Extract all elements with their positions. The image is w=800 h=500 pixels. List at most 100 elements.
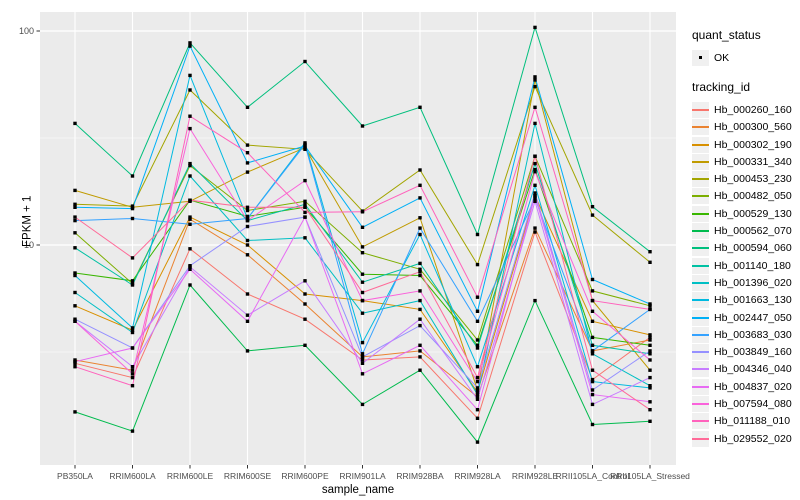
data-point	[648, 333, 652, 337]
data-point	[590, 349, 595, 353]
legend-item: Hb_029552_020	[692, 430, 798, 447]
data-point	[245, 243, 250, 247]
data-point	[73, 290, 77, 295]
data-point	[533, 105, 537, 109]
data-point	[73, 304, 77, 308]
data-point	[245, 319, 250, 323]
data-point	[245, 161, 250, 165]
x-tick-label: PB350LA	[57, 471, 93, 481]
data-point	[130, 330, 135, 335]
data-point	[360, 340, 365, 345]
legend-key	[692, 205, 709, 222]
data-point	[418, 226, 422, 230]
data-point	[303, 343, 307, 347]
data-point	[648, 338, 652, 342]
data-point	[130, 368, 135, 372]
data-point	[130, 429, 135, 433]
data-point	[590, 309, 595, 313]
data-point	[245, 253, 250, 257]
data-point	[533, 230, 537, 234]
data-point	[475, 309, 480, 313]
legend-item-label: OK	[714, 51, 730, 64]
data-point	[303, 210, 307, 215]
data-point	[188, 161, 192, 166]
data-point	[73, 246, 77, 250]
legend-item-label: Hb_004837_020	[714, 380, 792, 393]
data-point	[648, 408, 652, 412]
data-point	[418, 270, 422, 274]
data-point	[245, 349, 250, 353]
legend-line-swatch	[692, 264, 709, 267]
data-point	[245, 151, 250, 155]
legend-key	[692, 430, 709, 447]
data-point	[648, 352, 652, 356]
data-point	[418, 168, 422, 172]
legend-key	[692, 49, 709, 66]
legend-item: Hb_000594_060	[692, 240, 798, 257]
data-point	[245, 224, 250, 229]
data-point	[73, 231, 77, 235]
legend-item: Hb_001663_130	[692, 292, 798, 309]
legend-tracking-id-items: Hb_000260_160 Hb_000300_560 Hb_000302_190 H…	[692, 101, 798, 447]
data-point	[418, 317, 422, 321]
legend-line-swatch	[692, 247, 709, 250]
data-point	[130, 346, 135, 350]
legend-line-swatch	[692, 212, 709, 215]
legend-item-label: Hb_000331_340	[714, 155, 792, 168]
data-point	[533, 196, 537, 201]
x-tick-label: RRIM600LA	[109, 471, 156, 481]
data-point	[245, 313, 250, 317]
data-point	[533, 226, 537, 230]
data-point	[648, 368, 652, 372]
data-point	[648, 302, 652, 306]
data-point	[533, 183, 537, 187]
x-tick-label: RRII105LA_Control	[556, 471, 630, 481]
data-point	[245, 292, 250, 296]
data-point	[360, 311, 365, 315]
data-point	[303, 236, 307, 240]
data-point	[245, 205, 250, 209]
data-point	[418, 349, 422, 353]
data-point	[360, 251, 365, 255]
data-point	[245, 170, 250, 174]
legend-item-label: Hb_000594_060	[714, 242, 792, 255]
legend-key	[692, 274, 709, 291]
data-point	[475, 390, 480, 394]
legend-item-label: Hb_002447_050	[714, 311, 792, 324]
data-point	[418, 355, 422, 359]
legend-line-swatch	[692, 437, 709, 440]
legend-item-label: Hb_000562_070	[714, 225, 792, 238]
data-point	[73, 121, 77, 126]
x-tick-label: RRIM600LE	[167, 471, 214, 481]
data-point	[533, 121, 537, 126]
data-point	[590, 392, 595, 397]
data-point	[648, 335, 652, 340]
data-point	[533, 191, 537, 195]
data-point	[130, 372, 135, 376]
legend-item-label: Hb_000529_130	[714, 207, 792, 220]
data-point	[245, 216, 250, 221]
legend-line-swatch	[692, 195, 709, 198]
data-point	[245, 214, 250, 219]
legend-line-swatch	[692, 402, 709, 405]
data-point	[360, 402, 365, 407]
legend-item-label: Hb_000260_160	[714, 103, 792, 116]
data-point	[360, 298, 365, 303]
data-point	[590, 205, 595, 209]
data-point	[590, 335, 595, 340]
legend-line-swatch	[692, 420, 709, 423]
x-tick-label: RRIM600SE	[224, 471, 272, 481]
x-tick-label: RRIM901LA	[339, 471, 386, 481]
data-point	[130, 328, 135, 332]
data-point	[130, 206, 135, 211]
legend-item-label: Hb_000482_050	[714, 190, 792, 203]
legend-line-swatch	[692, 160, 709, 163]
legend-item-label: Hb_003683_030	[714, 328, 792, 341]
data-point	[73, 365, 77, 369]
data-point	[475, 386, 480, 390]
legend-item-ok: OK	[692, 49, 798, 66]
legend-item: Hb_003683_030	[692, 326, 798, 343]
data-point	[648, 260, 652, 264]
data-point	[533, 199, 537, 203]
